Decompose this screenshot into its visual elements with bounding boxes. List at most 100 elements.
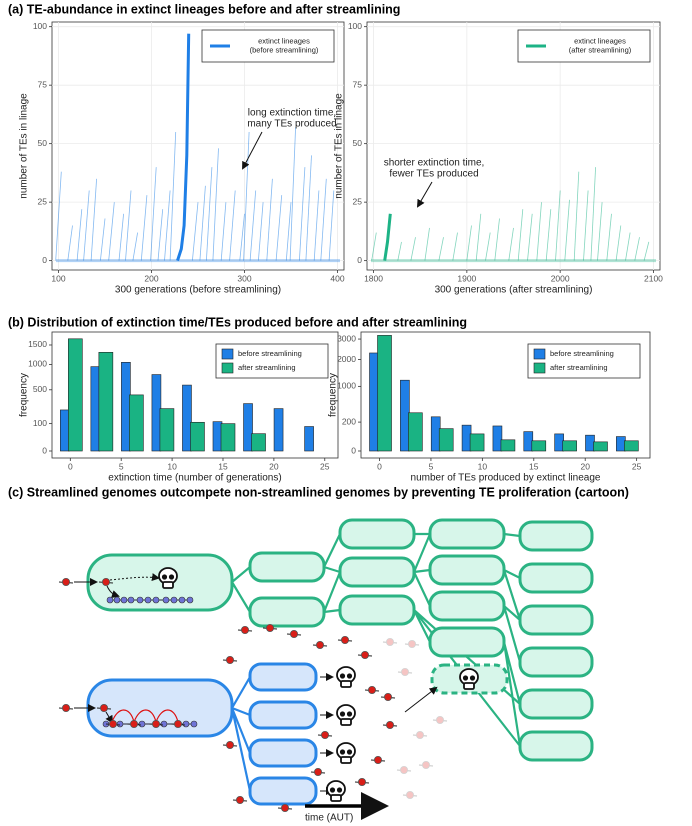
x-tick-label: 1900 bbox=[457, 273, 476, 283]
lineage-line bbox=[625, 232, 631, 261]
genome bbox=[58, 567, 194, 604]
bar bbox=[624, 440, 639, 452]
y-tick-label: 200 bbox=[342, 416, 356, 426]
y-tick-label: 25 bbox=[38, 196, 48, 206]
bar bbox=[129, 394, 144, 452]
chart: 0 25 50 75 100 100 200 300 400 300 generations (b… bbox=[19, 21, 345, 296]
lineage-line bbox=[397, 241, 402, 261]
cell bbox=[248, 551, 326, 583]
panel-heading: (c) Streamlined genomes outcompete non-s… bbox=[8, 485, 629, 499]
bar bbox=[151, 374, 162, 452]
bar bbox=[98, 352, 114, 452]
bar bbox=[190, 421, 205, 452]
cell bbox=[518, 688, 594, 720]
y-tick-label: 3000 bbox=[337, 333, 356, 343]
cell bbox=[248, 596, 326, 628]
cell bbox=[338, 518, 416, 550]
lineage-line bbox=[83, 190, 90, 261]
y-tick-label: 500 bbox=[33, 384, 47, 394]
lineage-line bbox=[192, 202, 199, 261]
x-tick-label: 15 bbox=[529, 461, 539, 471]
lineage-line bbox=[150, 167, 157, 261]
bar bbox=[243, 403, 253, 452]
legend-box bbox=[215, 343, 329, 379]
cell bbox=[248, 738, 318, 768]
bar bbox=[273, 408, 284, 452]
y-tick-label: 2000 bbox=[337, 354, 356, 364]
lineage-line bbox=[100, 218, 106, 261]
lineage-line bbox=[583, 190, 589, 261]
lineage-line bbox=[249, 190, 257, 261]
lineage-line bbox=[275, 195, 283, 261]
y-tick-label: 50 bbox=[38, 138, 48, 148]
lineage-line bbox=[220, 202, 227, 261]
lineage-line bbox=[573, 171, 580, 261]
lineage-line bbox=[485, 232, 491, 261]
cell bbox=[518, 604, 594, 636]
lineage-line bbox=[76, 209, 83, 261]
bar bbox=[554, 433, 564, 452]
x-tick-label: 0 bbox=[68, 461, 73, 471]
cell bbox=[518, 730, 594, 762]
lineage-line bbox=[313, 190, 320, 261]
time-label: time (AUT) bbox=[305, 813, 353, 824]
lineage-line bbox=[258, 202, 264, 261]
bar bbox=[90, 366, 101, 452]
lineage-line bbox=[452, 232, 458, 261]
bar bbox=[585, 434, 595, 452]
lineage-line bbox=[289, 127, 296, 261]
legend-label: after streamlining bbox=[238, 363, 296, 372]
bar bbox=[159, 408, 175, 452]
x-tick-label: 20 bbox=[269, 461, 279, 471]
lineage-line bbox=[590, 167, 596, 261]
highlight-line bbox=[176, 33, 191, 262]
y-axis-label: number of TEs in linage bbox=[19, 93, 30, 199]
lineage-line bbox=[199, 185, 206, 261]
lineage-line bbox=[555, 190, 561, 261]
chart: 0 200 1000 2000 3000 0 5 10 15 20 25 number of TEs … bbox=[328, 331, 651, 484]
lineage-line bbox=[299, 167, 306, 261]
genome bbox=[58, 703, 198, 729]
lineage-line bbox=[118, 213, 124, 261]
x-tick-label: 10 bbox=[478, 461, 488, 471]
lineage-line bbox=[212, 148, 219, 261]
cell bbox=[338, 594, 416, 626]
bar bbox=[369, 352, 379, 452]
y-tick-label: 1000 bbox=[337, 381, 356, 391]
lineage-line bbox=[606, 213, 612, 261]
lineage-line bbox=[55, 171, 62, 261]
lineage-line bbox=[140, 195, 148, 261]
lineage-line bbox=[527, 213, 533, 261]
bar bbox=[531, 440, 547, 452]
x-tick-label: 15 bbox=[218, 461, 228, 471]
annotation: long extinction time, many TEs produced bbox=[247, 107, 336, 129]
plot-area bbox=[51, 21, 345, 271]
legend-label: before streamlining bbox=[550, 349, 614, 358]
lineage-line bbox=[536, 202, 542, 261]
lineage-line bbox=[475, 213, 482, 261]
lineage-line bbox=[164, 190, 171, 261]
y-tick-label: 0 bbox=[357, 255, 362, 265]
x-tick-label: 10 bbox=[167, 461, 177, 471]
bar bbox=[469, 433, 485, 452]
panel-heading: (b) Distribution of extinction time/TEs … bbox=[8, 315, 467, 329]
deaths bbox=[320, 666, 438, 802]
legend-label: extinct lineages (before streamlining) bbox=[250, 36, 319, 54]
cell bbox=[248, 662, 318, 692]
legend-label: after streamlining bbox=[550, 363, 608, 372]
lineage-line bbox=[132, 232, 138, 261]
x-tick-label: 100 bbox=[51, 273, 65, 283]
cell bbox=[86, 678, 234, 738]
cell bbox=[428, 518, 506, 550]
y-tick-label: 0 bbox=[42, 445, 47, 455]
bar bbox=[121, 362, 131, 452]
lineage-line bbox=[157, 209, 164, 261]
x-axis-label: number of TEs produced by extinct lineag… bbox=[411, 473, 601, 484]
y-tick-label: 100 bbox=[348, 21, 362, 31]
x-tick-label: 400 bbox=[330, 273, 344, 283]
lineage-line bbox=[508, 227, 514, 261]
cell bbox=[518, 562, 594, 594]
x-tick-label: 25 bbox=[632, 461, 642, 471]
cell bbox=[428, 554, 506, 586]
